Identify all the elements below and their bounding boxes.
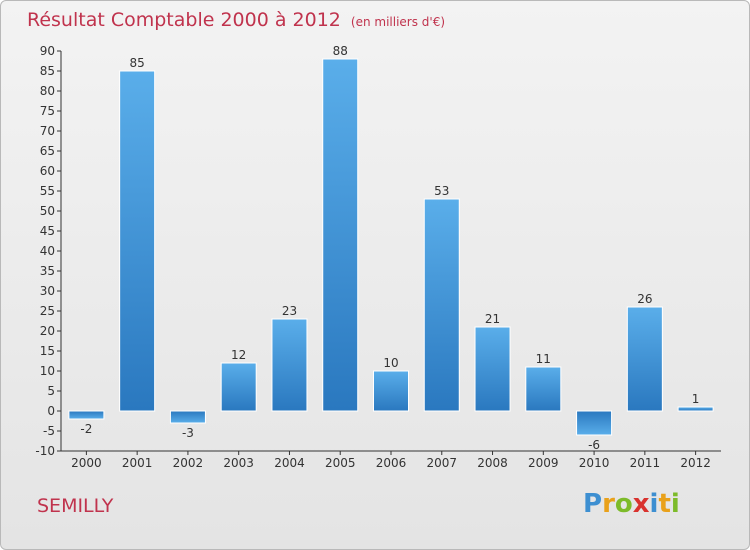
y-axis: -10 -5 0 5 10 15 20 25 30 35 40 45 50 55 60 65 70 75 80 85 9… (35, 44, 62, 458)
x-tick-label: 2007 (426, 456, 457, 470)
x-tick-label: 2010 (579, 456, 610, 470)
x-tick-label: 2006 (376, 456, 407, 470)
bars (68, 58, 714, 436)
data-labels: -2 85 -3 12 23 88 10 53 21 11 -6 26 1 (80, 44, 699, 452)
logo-letter: x (632, 489, 650, 519)
bar-2007[interactable] (423, 198, 460, 412)
data-label: 53 (434, 184, 449, 198)
x-tick-label: 2009 (528, 456, 559, 470)
x-tick-label: 2004 (274, 456, 305, 470)
y-tick-label: 85 (40, 64, 55, 78)
chart-subtitle: (en milliers d'€) (350, 15, 446, 29)
commune-name: SEMILLY (37, 495, 114, 517)
data-label: 85 (130, 56, 145, 70)
y-tick-label: 20 (40, 324, 55, 338)
x-tick-label: 2008 (477, 456, 508, 470)
bar-2012[interactable] (677, 406, 714, 412)
y-tick-label: 35 (40, 264, 55, 278)
y-tick-label: 90 (40, 44, 55, 58)
bar-2001[interactable] (119, 70, 156, 412)
x-tick-label: 2002 (173, 456, 204, 470)
y-tick-label: 5 (47, 384, 55, 398)
logo-letter: i (670, 489, 680, 519)
x-tick-label: 2005 (325, 456, 356, 470)
bar-2009[interactable] (525, 366, 562, 412)
y-tick-label: 65 (40, 144, 55, 158)
x-tick-label: 2012 (680, 456, 711, 470)
y-tick-label: 40 (40, 244, 55, 258)
y-tick-label: 50 (40, 204, 55, 218)
data-label: 21 (485, 312, 500, 326)
y-tick-label: 70 (40, 124, 55, 138)
y-tick-label: 30 (40, 284, 55, 298)
x-tick-label: 2001 (122, 456, 153, 470)
y-tick-label: 60 (40, 164, 55, 178)
logo-letter: t (658, 489, 671, 519)
proxiti-logo[interactable]: Proxiti (583, 489, 680, 519)
y-tick-label: 55 (40, 184, 55, 198)
data-label: -6 (588, 438, 600, 452)
chart-title: Résultat Comptable 2000 à 2012 (en millie… (27, 9, 445, 31)
data-label: 11 (536, 352, 551, 366)
x-tick-label: 2003 (223, 456, 254, 470)
bar-2000[interactable] (68, 410, 105, 420)
y-tick-label: 10 (40, 364, 55, 378)
data-label: 10 (383, 356, 398, 370)
y-tick-label: 75 (40, 104, 55, 118)
y-tick-label: 45 (40, 224, 55, 238)
y-tick-label: 25 (40, 304, 55, 318)
bar-2006[interactable] (373, 370, 409, 412)
y-tick-label: 80 (40, 84, 55, 98)
x-tick-label: 2011 (630, 456, 661, 470)
bar-2005[interactable] (322, 58, 359, 412)
data-label: -3 (182, 426, 194, 440)
data-label: 88 (333, 44, 348, 58)
bar-2004[interactable] (271, 318, 308, 412)
bar-2003[interactable] (220, 362, 257, 412)
logo-letter: o (614, 489, 633, 519)
y-tick-label: -5 (43, 424, 55, 438)
y-tick-label: 15 (40, 344, 55, 358)
y-tick-label: 0 (47, 404, 55, 418)
logo-letter: i (649, 489, 659, 519)
bar-2008[interactable] (474, 326, 511, 412)
x-axis: 2000 2001 2002 2003 2004 2005 2006 2007 2008 2009… (61, 450, 721, 470)
y-tick-label: -10 (35, 444, 55, 458)
bar-2011[interactable] (626, 306, 663, 412)
data-label: 1 (692, 392, 700, 406)
data-label: 12 (231, 348, 246, 362)
data-label: 23 (282, 304, 297, 318)
logo-letter: r (602, 489, 615, 519)
bar-2010[interactable] (576, 410, 613, 436)
data-label: -2 (80, 422, 92, 436)
bar-2002[interactable] (169, 410, 206, 424)
x-tick-label: 2000 (71, 456, 102, 470)
data-label: 26 (637, 292, 652, 306)
logo-letter: P (583, 489, 603, 519)
chart-title-text: Résultat Comptable 2000 à 2012 (27, 9, 341, 31)
